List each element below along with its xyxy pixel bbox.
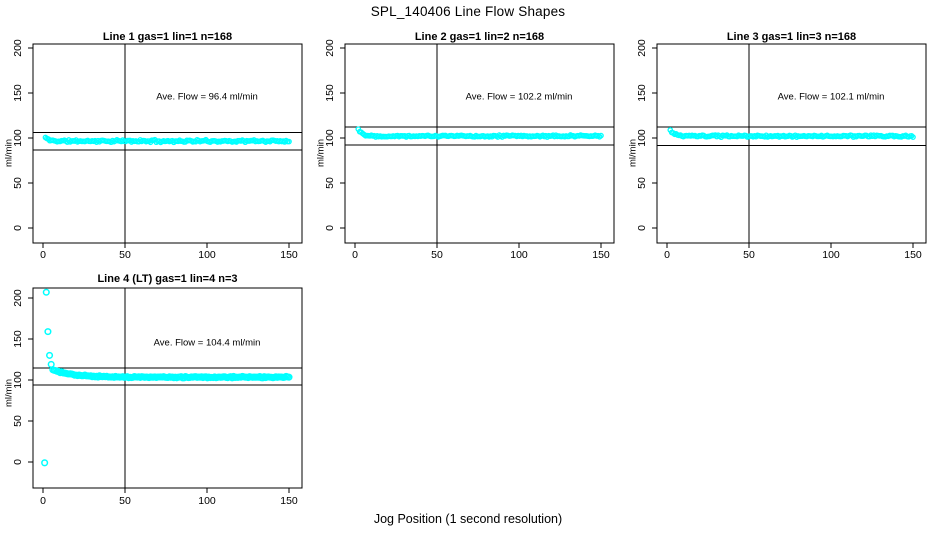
svg-text:200: 200 xyxy=(324,39,336,57)
svg-text:100: 100 xyxy=(12,371,24,389)
subplot-title: Line 3 gas=1 lin=3 n=168 xyxy=(726,31,857,43)
svg-text:50: 50 xyxy=(119,495,131,507)
subplot-title: Line 2 gas=1 lin=2 n=168 xyxy=(414,31,545,43)
svg-text:100: 100 xyxy=(822,249,840,261)
subplot-title: Line 4 (LT) gas=1 lin=4 n=3 xyxy=(97,273,238,285)
svg-text:50: 50 xyxy=(743,249,755,261)
scatter-plot-line-2: 0 50 100 150 0 50 100 150 200 xyxy=(324,39,615,261)
avg-flow-annotation: Ave. Flow = 104.4 ml/min xyxy=(153,337,261,349)
avg-flow-annotation: Ave. Flow = 96.4 ml/min xyxy=(156,91,258,103)
svg-text:0: 0 xyxy=(40,495,46,507)
y-axis-label: ml/min xyxy=(3,139,15,167)
svg-text:50: 50 xyxy=(119,249,131,261)
svg-text:50: 50 xyxy=(636,177,648,189)
svg-text:150: 150 xyxy=(280,495,298,507)
avg-flow-annotation: Ave. Flow = 102.1 ml/min xyxy=(777,91,885,103)
svg-text:100: 100 xyxy=(324,129,336,147)
svg-text:100: 100 xyxy=(198,495,216,507)
avg-flow-annotation: Ave. Flow = 102.2 ml/min xyxy=(465,91,573,103)
svg-text:0: 0 xyxy=(12,459,24,465)
svg-text:0: 0 xyxy=(324,225,336,231)
svg-text:150: 150 xyxy=(636,84,648,102)
svg-text:100: 100 xyxy=(510,249,528,261)
svg-text:200: 200 xyxy=(12,39,24,57)
svg-text:100: 100 xyxy=(636,129,648,147)
subplot-line-4: 0 50 100 150 0 50 100 150 200 Line 4 (LT) gas=1 … xyxy=(0,268,312,522)
svg-text:0: 0 xyxy=(636,225,648,231)
svg-text:0: 0 xyxy=(664,249,670,261)
svg-text:150: 150 xyxy=(592,249,610,261)
svg-text:100: 100 xyxy=(12,129,24,147)
x-axis-label: Jog Position (1 second resolution) xyxy=(373,512,563,526)
svg-text:50: 50 xyxy=(324,177,336,189)
subplot-line-2: 0 50 100 150 0 50 100 150 200 Line 2 gas=1 lin=2… xyxy=(312,26,624,266)
svg-text:50: 50 xyxy=(431,249,443,261)
subplot-line-3: 0 50 100 150 0 50 100 150 200 Line 3 gas=1 lin=3… xyxy=(624,26,936,266)
svg-text:50: 50 xyxy=(12,177,24,189)
scatter-plot-line-3: 0 50 100 150 0 50 100 150 200 xyxy=(636,39,927,261)
main-title: SPL_140406 Line Flow Shapes xyxy=(370,4,566,19)
scatter-plot-line-4: 0 50 100 150 0 50 100 150 200 xyxy=(12,287,303,507)
svg-text:0: 0 xyxy=(40,249,46,261)
svg-text:0: 0 xyxy=(12,225,24,231)
svg-text:200: 200 xyxy=(636,39,648,57)
svg-text:150: 150 xyxy=(280,249,298,261)
subplot-line-1: 0 50 100 150 0 50 100 150 200 Line 1 gas=1 lin=1… xyxy=(0,26,312,266)
y-axis-label: ml/min xyxy=(3,379,15,407)
subplot-title: Line 1 gas=1 lin=1 n=168 xyxy=(102,31,233,43)
scatter-plot-line-1: 0 50 100 150 0 50 100 150 200 xyxy=(12,39,303,261)
svg-text:50: 50 xyxy=(12,415,24,427)
svg-text:150: 150 xyxy=(12,330,24,348)
svg-text:0: 0 xyxy=(352,249,358,261)
svg-text:150: 150 xyxy=(12,84,24,102)
svg-text:100: 100 xyxy=(198,249,216,261)
svg-text:150: 150 xyxy=(904,249,922,261)
y-axis-label: ml/min xyxy=(627,139,639,167)
svg-text:200: 200 xyxy=(12,289,24,307)
y-axis-label: ml/min xyxy=(315,139,327,167)
svg-text:150: 150 xyxy=(324,84,336,102)
